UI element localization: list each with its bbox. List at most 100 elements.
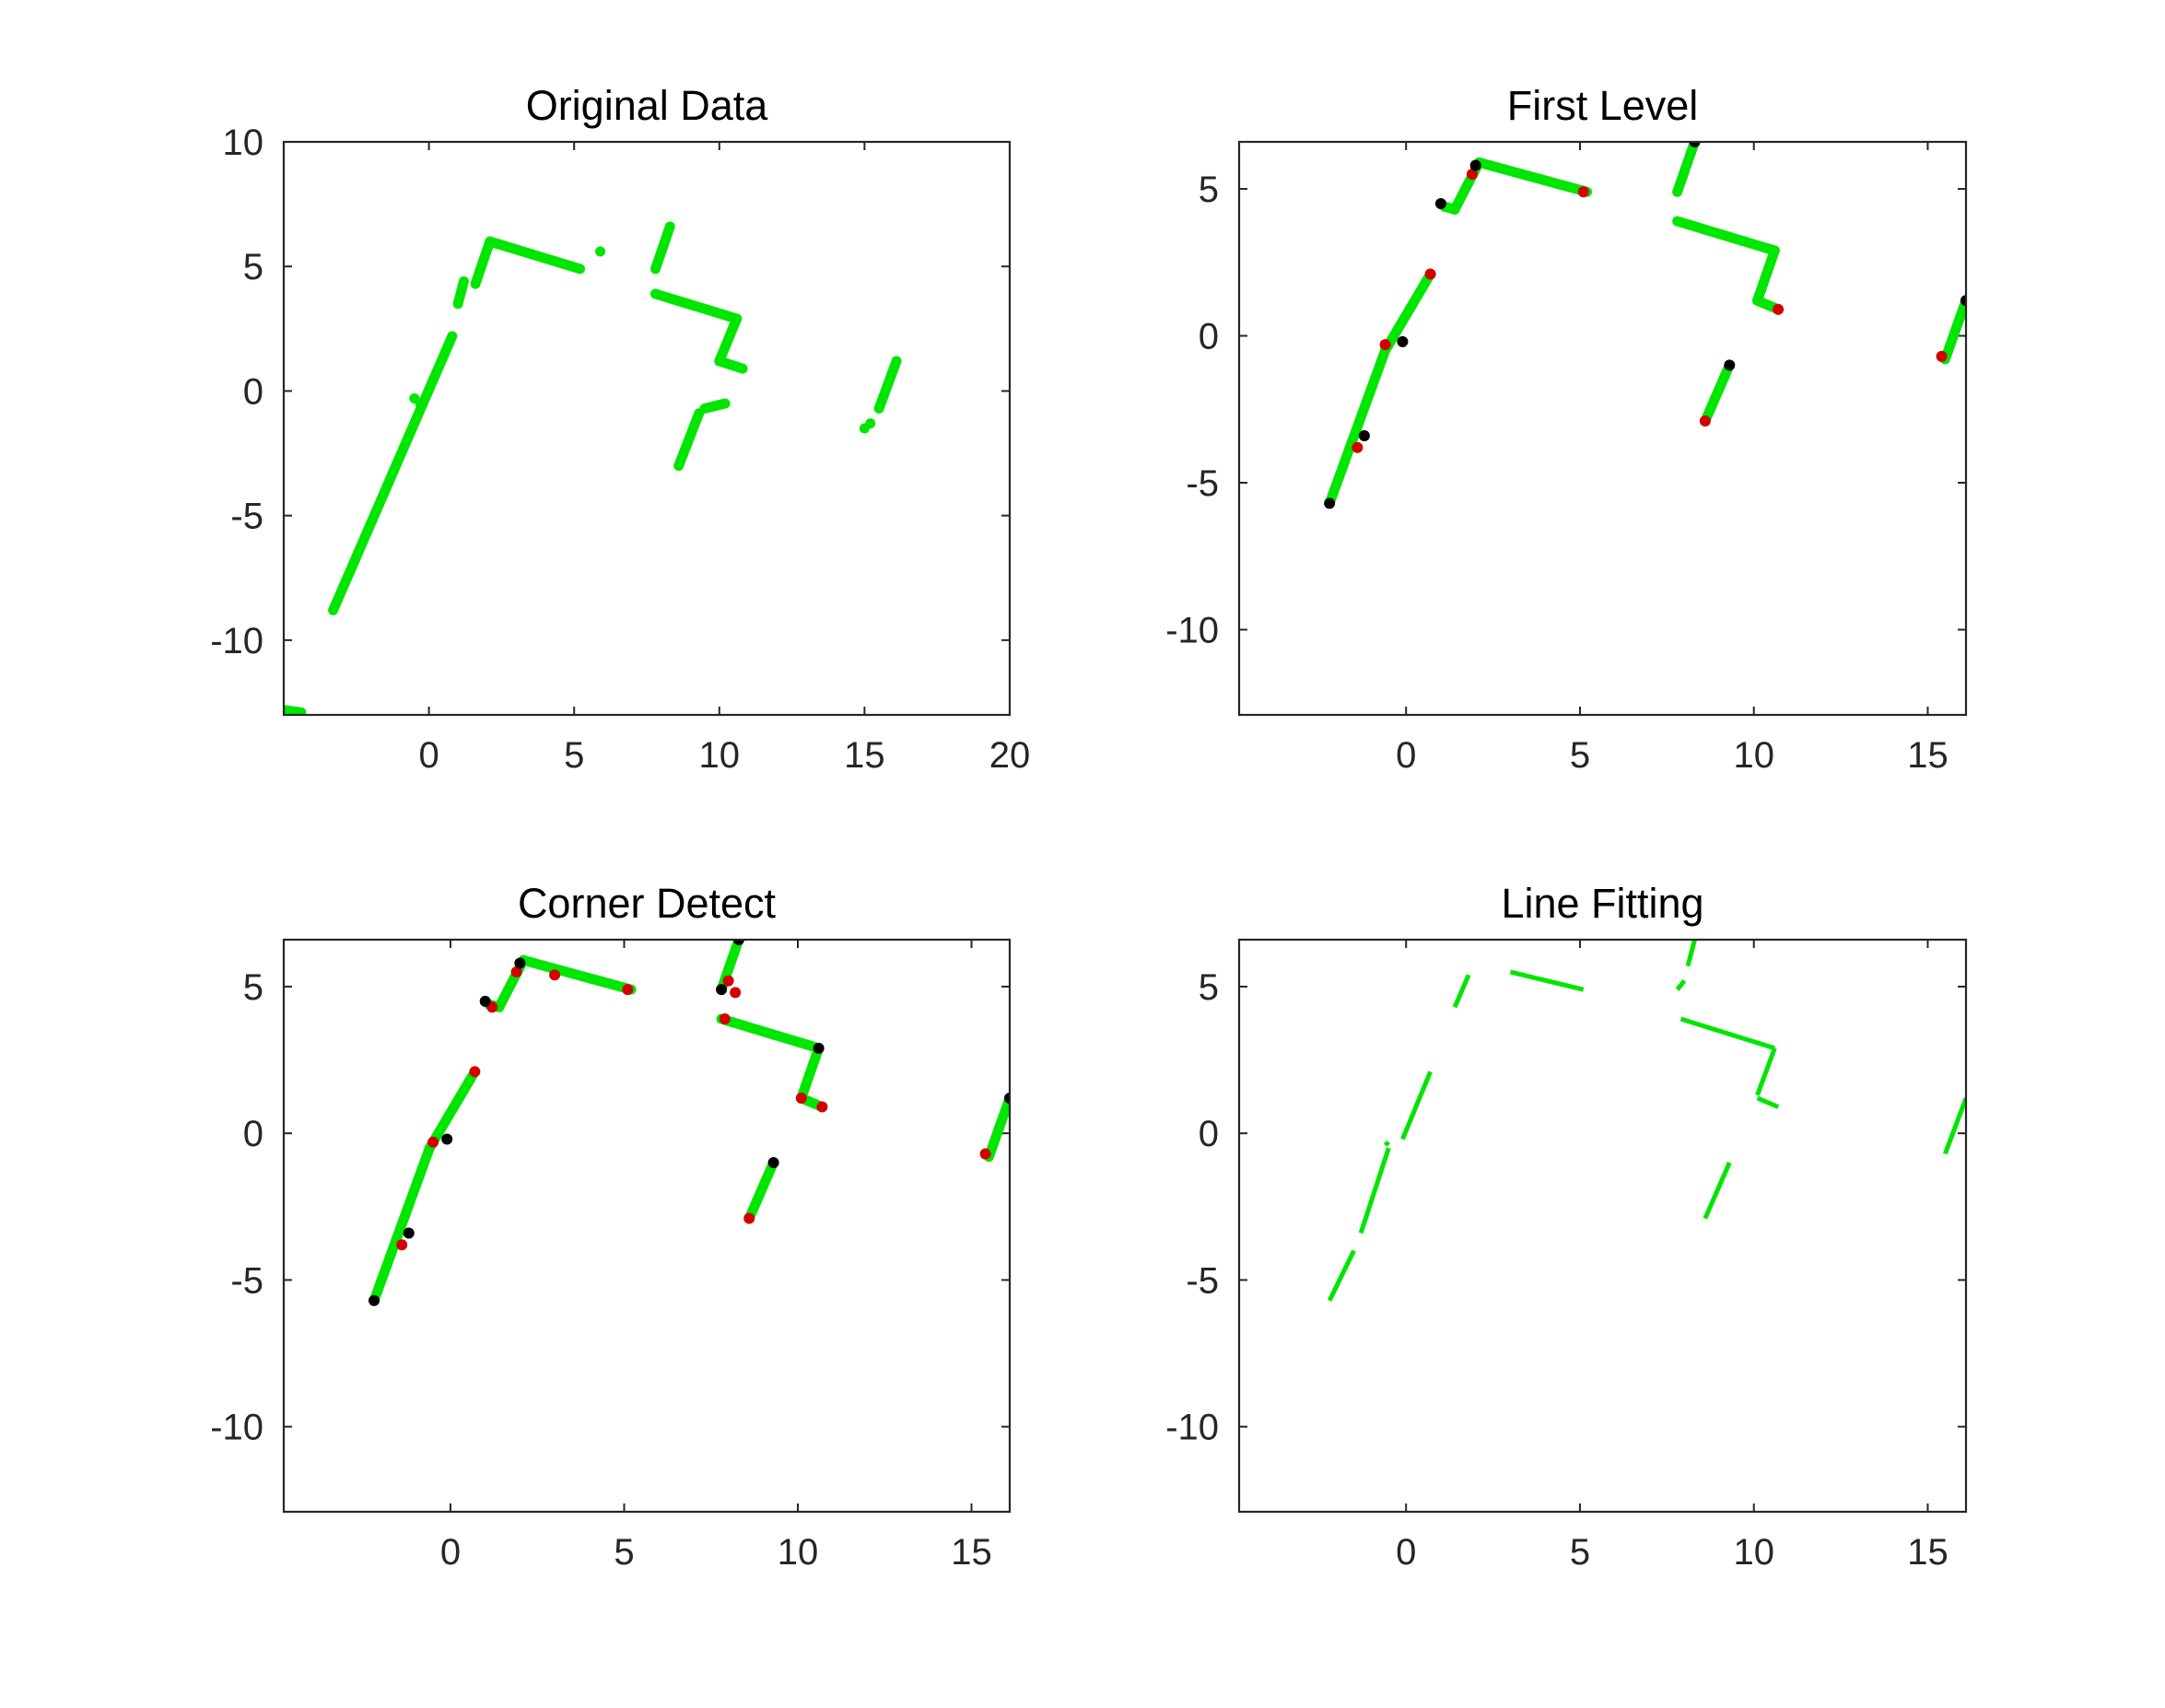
black-corner-point [1960, 295, 1966, 307]
data-point [447, 331, 458, 342]
fitted-line [1756, 1095, 1780, 1109]
x-tick-label: 10 [699, 735, 741, 776]
red-corner-point [549, 969, 561, 981]
point-segment [650, 288, 743, 324]
y-tick-label: 0 [1199, 317, 1219, 357]
y-tick-label: -10 [1165, 610, 1219, 650]
red-corner-point [510, 966, 522, 978]
y-tick-label: -10 [1165, 1408, 1219, 1448]
plot-area [369, 940, 1010, 1306]
y-tick-label: 0 [243, 1114, 263, 1154]
x-tick-label: 15 [1907, 735, 1948, 776]
panel-title: Original Data [526, 82, 769, 129]
red-corner-point [622, 984, 634, 996]
panel-title: Line Fitting [1501, 880, 1703, 927]
red-corner-point [1699, 415, 1711, 427]
black-corner-point [1324, 497, 1336, 509]
y-tick-label: -10 [210, 1408, 263, 1448]
y-tick-label: -5 [230, 497, 263, 537]
fitted-line [1675, 979, 1687, 991]
point-segment [1751, 245, 1780, 306]
data-point [865, 418, 876, 429]
point-segment [284, 705, 307, 715]
red-corner-point [719, 1012, 731, 1024]
red-corner-point [1424, 268, 1436, 280]
y-tick-label: 5 [243, 967, 263, 1008]
red-corner-point [816, 1101, 828, 1113]
black-corner-point [514, 957, 526, 969]
fitted-line [1703, 1162, 1732, 1220]
fitted-line [1755, 1047, 1777, 1096]
black-corner-point [369, 1294, 380, 1306]
black-corner-point [403, 1227, 415, 1239]
x-tick-label: 10 [778, 1532, 819, 1573]
panel-title: First Level [1507, 82, 1699, 129]
red-corner-point [1352, 441, 1363, 453]
data-point [458, 275, 469, 287]
axes-box [1237, 140, 1968, 717]
y-tick-label: 5 [1199, 967, 1219, 1008]
black-corner-point [1434, 197, 1446, 209]
y-tick-label: -5 [1186, 1260, 1219, 1301]
x-tick-label: 0 [1396, 735, 1416, 776]
panel-title: Corner Detect [518, 880, 777, 927]
point-segment [873, 356, 902, 414]
data-point [737, 363, 748, 374]
black-corner-point [1469, 159, 1481, 171]
fitted-line [1400, 1070, 1433, 1141]
data-point [575, 263, 586, 275]
x-tick-label: 10 [1733, 1532, 1774, 1573]
point-segment [716, 1013, 825, 1054]
x-tick-label: 0 [440, 1532, 461, 1573]
red-corner-point [979, 1148, 991, 1160]
panel-4: Line Fitting 0 5 10 15 -10 -5 0 5 [1165, 880, 1968, 1573]
red-corner-point [1773, 303, 1785, 315]
plot-area [1324, 142, 1966, 509]
red-corner-point [1936, 350, 1948, 362]
data-point [891, 356, 902, 367]
data-point [415, 398, 426, 409]
x-tick-label: 0 [418, 735, 439, 776]
red-corner-point [1577, 186, 1589, 198]
point-segment [328, 331, 458, 615]
point-segment [714, 356, 748, 374]
fitted-line [1358, 1147, 1391, 1234]
red-corner-point [469, 1066, 481, 1078]
x-tick-label: 10 [1733, 735, 1774, 776]
black-corner-point [441, 1133, 453, 1145]
point-segment [452, 275, 469, 310]
fitted-line [1383, 1140, 1390, 1147]
black-corner-point [1358, 429, 1370, 441]
point-segment [699, 398, 731, 414]
black-corner-point [1004, 1092, 1010, 1104]
fitted-line [1943, 1097, 1966, 1155]
data-point [296, 707, 307, 715]
fitted-line [1679, 1016, 1776, 1051]
red-corner-point [1379, 339, 1391, 351]
black-corner-point [716, 984, 728, 996]
point-segment [650, 221, 675, 275]
panel-3: Corner Detect 0 5 10 15 -10 -5 0 5 [210, 880, 1012, 1573]
red-corner-point [722, 975, 734, 987]
x-tick-label: 5 [564, 735, 584, 776]
black-corner-point [1397, 335, 1409, 347]
red-corner-point [743, 1212, 755, 1224]
data-point [720, 398, 731, 409]
plot-area [284, 221, 902, 715]
red-corner-point [396, 1239, 408, 1251]
black-corner-point [732, 940, 744, 945]
fitted-line [1685, 940, 1697, 967]
panel-1: Original Data 0 5 10 15 20 -10 -5 0 5 10 [210, 82, 1030, 776]
black-corner-point [1689, 142, 1701, 147]
x-tick-label: 15 [1907, 1532, 1948, 1573]
y-tick-label: 0 [243, 371, 263, 412]
axes-box [1237, 938, 1968, 1514]
red-corner-point [795, 1092, 807, 1104]
y-tick-label: 10 [223, 123, 264, 163]
black-corner-point [767, 1157, 779, 1169]
point-segment [673, 408, 705, 472]
black-corner-point [1724, 359, 1736, 371]
y-tick-label: -5 [230, 1260, 263, 1301]
